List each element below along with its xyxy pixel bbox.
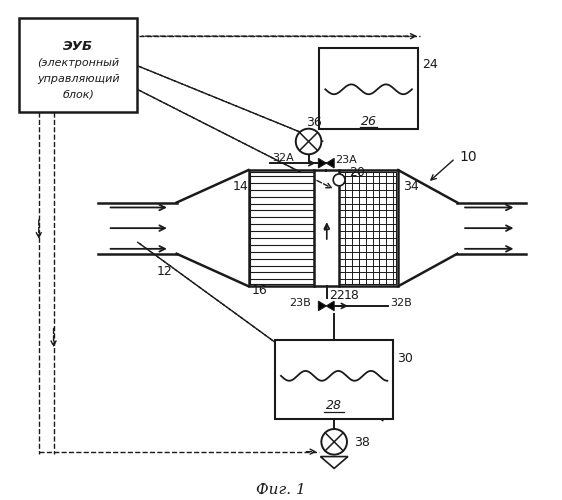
Text: 12: 12 bbox=[157, 264, 173, 278]
Text: 23А: 23А bbox=[335, 156, 357, 166]
Text: 36: 36 bbox=[306, 116, 321, 129]
Bar bbox=[19, 18, 137, 112]
Text: 32А: 32А bbox=[272, 154, 294, 164]
Text: управляющий: управляющий bbox=[37, 74, 120, 84]
Text: 18: 18 bbox=[344, 289, 360, 302]
Circle shape bbox=[333, 174, 345, 186]
Text: 20: 20 bbox=[349, 166, 365, 179]
Bar bbox=[248, 170, 398, 286]
Text: 16: 16 bbox=[251, 284, 267, 298]
Text: Фиг. 1: Фиг. 1 bbox=[256, 483, 306, 497]
Text: блок): блок) bbox=[62, 90, 94, 100]
Polygon shape bbox=[327, 301, 334, 310]
Text: 32В: 32В bbox=[390, 298, 412, 308]
Polygon shape bbox=[319, 158, 327, 168]
Text: 34: 34 bbox=[403, 180, 419, 193]
Text: 14: 14 bbox=[233, 180, 248, 193]
Text: 38: 38 bbox=[354, 436, 370, 449]
Bar bbox=[319, 48, 418, 128]
Polygon shape bbox=[327, 158, 334, 168]
Bar bbox=[251, 172, 315, 284]
Text: 23В: 23В bbox=[289, 298, 311, 308]
Text: (электронный: (электронный bbox=[37, 58, 119, 68]
Text: 10: 10 bbox=[459, 150, 477, 164]
Circle shape bbox=[321, 429, 347, 454]
Circle shape bbox=[296, 128, 321, 154]
Bar bbox=[275, 340, 393, 419]
Text: 22: 22 bbox=[329, 289, 345, 302]
Text: 28: 28 bbox=[326, 400, 342, 412]
Text: 30: 30 bbox=[397, 352, 413, 365]
Polygon shape bbox=[320, 456, 348, 468]
Bar bbox=[339, 172, 396, 284]
Text: 26: 26 bbox=[361, 115, 377, 128]
Text: 24: 24 bbox=[422, 58, 438, 71]
Polygon shape bbox=[319, 301, 327, 310]
Text: ЭУБ: ЭУБ bbox=[63, 40, 93, 53]
